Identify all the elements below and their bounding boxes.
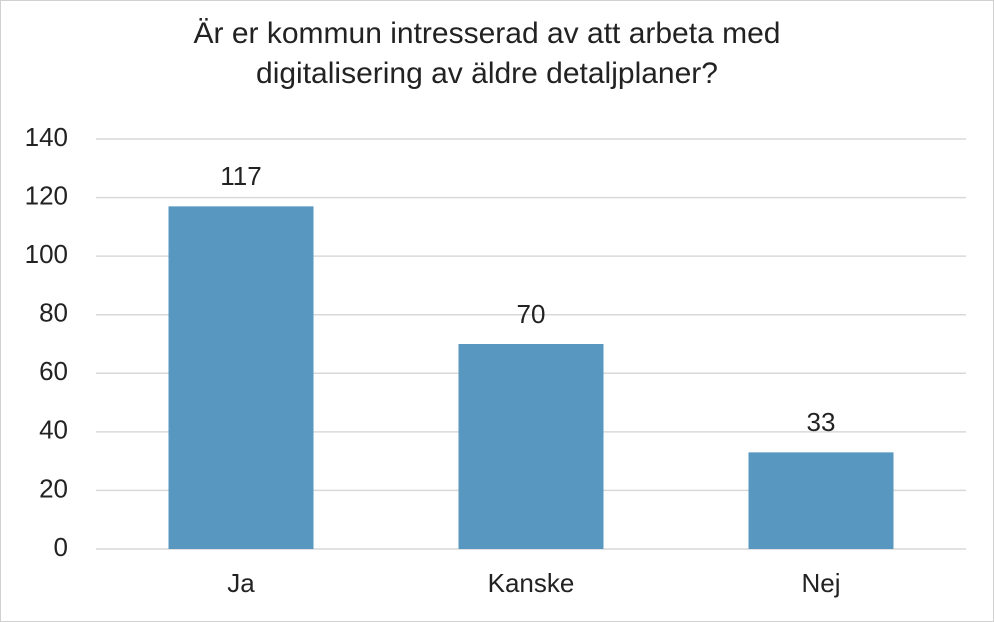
y-tick-label: 40 bbox=[39, 415, 68, 445]
y-tick-label: 120 bbox=[25, 180, 68, 210]
y-tick-label: 140 bbox=[25, 122, 68, 152]
x-tick-label: Nej bbox=[801, 568, 840, 598]
y-tick-label: 0 bbox=[54, 532, 68, 562]
data-label: 70 bbox=[517, 299, 546, 329]
chart-title: Är er kommun intresserad av att arbeta m… bbox=[194, 17, 781, 90]
x-tick-label: Ja bbox=[227, 568, 255, 598]
x-tick-label: Kanske bbox=[488, 568, 575, 598]
y-tick-label: 80 bbox=[39, 298, 68, 328]
bar bbox=[458, 344, 604, 549]
bar bbox=[748, 452, 894, 549]
data-label: 33 bbox=[807, 407, 836, 437]
y-tick-label: 100 bbox=[25, 239, 68, 269]
data-label: 117 bbox=[220, 161, 261, 191]
bar bbox=[168, 206, 314, 549]
y-tick-label: 60 bbox=[39, 356, 68, 386]
y-tick-label: 20 bbox=[39, 473, 68, 503]
